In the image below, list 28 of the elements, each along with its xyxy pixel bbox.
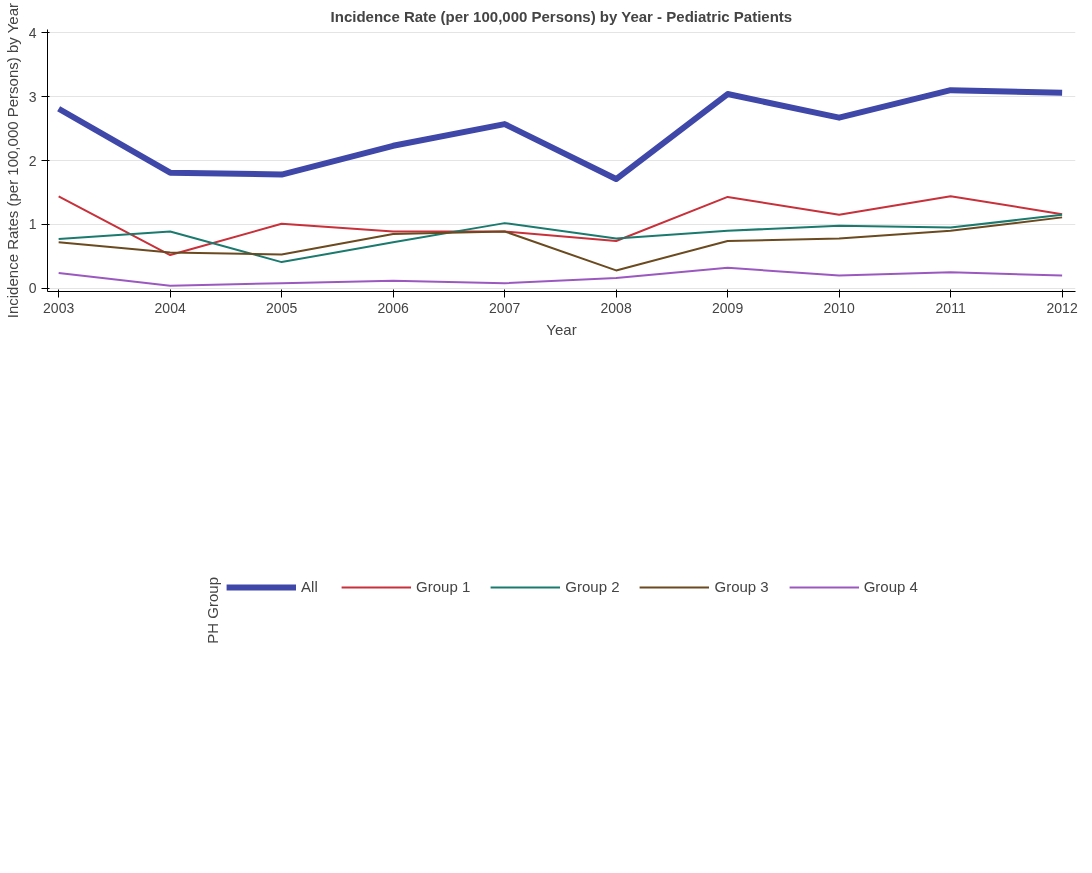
y-tick-label: 4 bbox=[28, 24, 37, 41]
line-series bbox=[57, 213, 1064, 264]
x-tick-label: 2007 bbox=[489, 299, 521, 316]
legend-label: Group 2 bbox=[565, 578, 620, 596]
legend-label: All bbox=[301, 578, 319, 596]
legend-label: Group 1 bbox=[416, 578, 471, 596]
y-tick-label: 2 bbox=[28, 152, 37, 169]
x-tick-label: 2009 bbox=[712, 299, 744, 316]
x-tick-label: 2012 bbox=[1046, 299, 1078, 316]
y-tick-label: 0 bbox=[28, 280, 37, 297]
x-tick-label: 2003 bbox=[43, 299, 75, 316]
y-tick-label: 3 bbox=[28, 88, 37, 105]
line-series bbox=[57, 216, 1064, 272]
x-tick-label: 2011 bbox=[935, 299, 966, 316]
x-tick-label: 2004 bbox=[154, 299, 186, 316]
x-axis-title: Year bbox=[546, 320, 577, 338]
x-tick-label: 2006 bbox=[377, 299, 409, 316]
line-series bbox=[57, 266, 1064, 287]
x-tick-label: 2008 bbox=[600, 299, 632, 316]
x-tick-label: 2010 bbox=[823, 299, 855, 316]
chart-title: Incidence Rate (per 100,000 Persons) by Year - Pediatric Patients bbox=[330, 7, 793, 25]
x-tick-label: 2005 bbox=[266, 299, 298, 316]
legend-title: PH Group bbox=[204, 576, 222, 644]
legend-label: Group 4 bbox=[863, 578, 918, 596]
legend-label: Group 3 bbox=[714, 578, 769, 596]
y-axis-title: Incidence Rates (per 100,000 Persons) by Year bbox=[3, 3, 21, 319]
y-tick-label: 1 bbox=[28, 216, 37, 233]
line-series bbox=[57, 195, 1064, 257]
